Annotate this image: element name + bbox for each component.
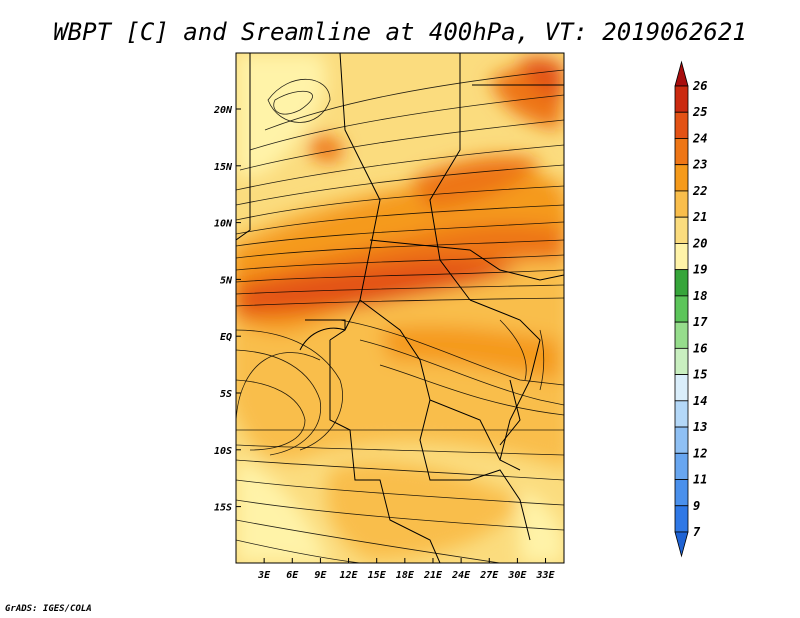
- colorbar-swatch: [674, 164, 689, 192]
- plot-area: [236, 53, 564, 563]
- x-tick-label: 30E: [507, 570, 527, 581]
- y-tick-label: 10N: [214, 219, 233, 230]
- colorbar-swatch: [674, 400, 689, 428]
- colorbar-label: 25: [692, 105, 707, 119]
- axes: 3E 6E 9E 12E 15E 18E 21E 24E 27E 30E 33E 20N 15N 10N 5…: [213, 105, 556, 581]
- x-tick-label: 12E: [340, 570, 359, 581]
- colorbar-label: 15: [693, 368, 707, 382]
- colorbar-label: 9: [693, 499, 700, 513]
- colorbar-label: 17: [693, 315, 708, 329]
- colorbar-label: 16: [693, 341, 707, 355]
- chart-title: WBPT [C] and Sreamline at 400hPa, VT: 20…: [53, 18, 747, 46]
- country-borders: [236, 53, 564, 563]
- colorbar-swatch: [674, 85, 689, 113]
- colorbar-swatch: [674, 216, 689, 244]
- colorbar-label: 11: [693, 473, 707, 487]
- colorbar-label: 18: [693, 289, 707, 303]
- colorbar-swatch: [674, 347, 689, 375]
- colorbar-swatch: [674, 505, 689, 533]
- plot-frame: [235, 52, 565, 564]
- colorbar-swatch: [674, 243, 689, 271]
- colorbar-swatch: [674, 321, 689, 349]
- x-tick-label: 24E: [451, 570, 471, 581]
- colorbar-swatch: [674, 190, 689, 218]
- y-tick-label: 5N: [220, 275, 233, 286]
- colorbar-swatch: [674, 111, 689, 139]
- y-tick-label: 10S: [214, 446, 232, 457]
- x-tick-label: 15E: [368, 570, 387, 581]
- x-tick-label: 6E: [286, 570, 299, 581]
- credit-label: GrADS: IGES/COLA: [5, 604, 92, 614]
- y-tick-label: 20N: [213, 105, 233, 116]
- colorbar-label: 22: [692, 184, 707, 198]
- y-tick-label: EQ: [220, 332, 232, 343]
- colorbar-swatch: [674, 295, 689, 323]
- colorbar: 26 25 24 23 22 21 20 19 18 17 16 15 14 13 12 11 9 7: [674, 60, 708, 558]
- colorbar-swatch: [674, 426, 689, 454]
- colorbar-label: 26: [692, 79, 707, 93]
- colorbar-label: 24: [692, 131, 707, 145]
- colorbar-label: 13: [693, 420, 707, 434]
- streamlines: [236, 69, 564, 563]
- y-tick-label: 15S: [214, 503, 232, 514]
- colorbar-label: 20: [692, 236, 707, 250]
- x-tick-label: 9E: [314, 570, 327, 581]
- colorbar-swatch: [674, 452, 689, 480]
- colorbar-extend-max: [674, 60, 689, 87]
- colorbar-swatch: [674, 138, 689, 166]
- colorbar-swatch: [674, 374, 689, 402]
- colorbar-extend-min: [674, 531, 689, 558]
- colorbar-label: 7: [693, 525, 701, 539]
- x-tick-label: 18E: [396, 570, 415, 581]
- colorbar-label: 21: [692, 210, 707, 224]
- colorbar-label: 12: [693, 446, 707, 460]
- x-tick-label: 27E: [479, 570, 499, 581]
- y-tick-label: 15N: [214, 162, 233, 173]
- colorbar-label: 14: [693, 394, 707, 408]
- y-tick-label: 5S: [220, 389, 232, 400]
- x-tick-label: 3E: [257, 570, 271, 581]
- x-tick-label: 33E: [536, 570, 556, 581]
- colorbar-swatch: [674, 479, 689, 507]
- colorbar-label: 19: [693, 263, 707, 277]
- colorbar-label: 23: [692, 158, 707, 172]
- x-tick-label: 21E: [423, 570, 443, 581]
- colorbar-swatch: [674, 269, 689, 297]
